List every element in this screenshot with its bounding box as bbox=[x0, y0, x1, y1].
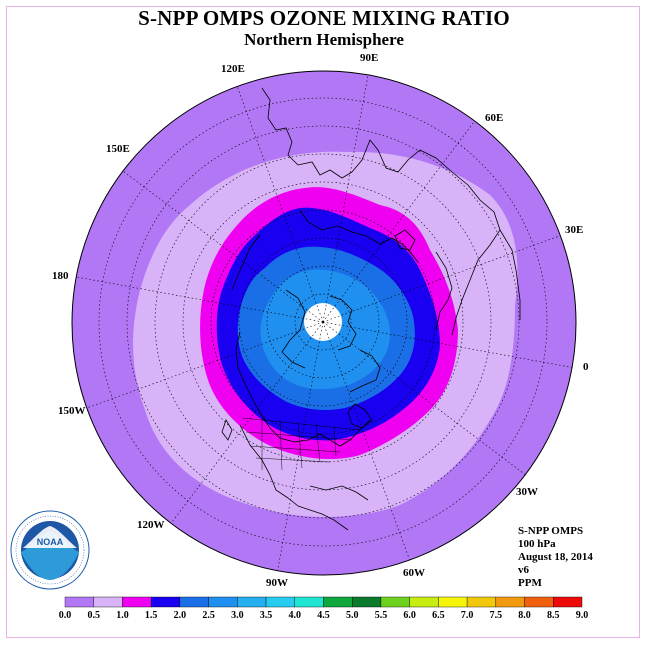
map-subtitle: Northern Hemisphere bbox=[244, 30, 404, 49]
colorbar-tick-label: 5.5 bbox=[375, 610, 388, 621]
lon-label: 60E bbox=[485, 112, 503, 124]
info-date: August 18, 2014 bbox=[518, 551, 593, 563]
colorbar-tick-label: 3.5 bbox=[260, 610, 273, 621]
lon-label: 60W bbox=[403, 567, 425, 579]
lon-label: 90E bbox=[360, 52, 378, 64]
lon-label: 90W bbox=[266, 577, 288, 589]
colorbar-swatch bbox=[495, 596, 525, 608]
colorbar-swatch bbox=[524, 596, 554, 608]
info-version: v6 bbox=[518, 564, 529, 576]
colorbar-tick-label: 8.0 bbox=[518, 610, 531, 621]
info-block: S-NPP OMPS 100 hPa August 18, 2014 v6 PP… bbox=[518, 525, 593, 590]
meridians bbox=[72, 71, 576, 575]
lon-label: 150E bbox=[106, 143, 130, 155]
colorbar-labels: 0.0 0.5 1.0 1.5 2.0 2.5 3.0 3.5 4.0 4.5 5.0 5.5 6.0 6… bbox=[59, 610, 589, 621]
colorbar-swatch bbox=[438, 596, 468, 608]
colorbar-tick-label: 2.0 bbox=[174, 610, 187, 621]
colorbar-swatch bbox=[208, 596, 238, 608]
colorbar-tick-label: 0.5 bbox=[87, 610, 100, 621]
lon-label: 120E bbox=[221, 63, 245, 75]
colorbar-swatch bbox=[93, 596, 123, 608]
colorbar-tick-label: 4.5 bbox=[317, 610, 330, 621]
colorbar-swatch bbox=[179, 596, 209, 608]
colorbar-tick-label: 1.5 bbox=[145, 610, 158, 621]
map-title: S-NPP OMPS OZONE MIXING RATIO bbox=[138, 6, 510, 30]
coastlines bbox=[221, 87, 521, 531]
colorbar bbox=[64, 596, 583, 608]
logo-text: NOAA bbox=[37, 537, 64, 547]
lon-label: 0 bbox=[583, 361, 589, 373]
colorbar-swatch bbox=[150, 596, 181, 608]
colorbar-tick-label: 1.0 bbox=[116, 610, 129, 621]
colorbar-tick-label: 8.5 bbox=[547, 610, 560, 621]
info-level: 100 hPa bbox=[518, 538, 556, 550]
colorbar-swatch bbox=[294, 596, 324, 608]
lon-label: 120W bbox=[137, 519, 165, 531]
latitude-circles bbox=[98, 97, 548, 547]
noaa-logo: NOAA bbox=[10, 510, 90, 590]
info-units: PPM bbox=[518, 577, 542, 589]
colorbar-swatch bbox=[466, 596, 497, 608]
colorbar-swatch bbox=[380, 596, 410, 608]
lon-label: 30W bbox=[516, 486, 538, 498]
lon-label: 30E bbox=[565, 224, 583, 236]
colorbar-swatch bbox=[64, 596, 94, 608]
political-boundaries bbox=[241, 417, 361, 471]
lon-label: 150W bbox=[58, 405, 86, 417]
colorbar-tick-label: 9.0 bbox=[576, 610, 589, 621]
info-instrument: S-NPP OMPS bbox=[518, 525, 584, 537]
colorbar-swatch bbox=[553, 596, 583, 608]
colorbar-tick-label: 5.0 bbox=[346, 610, 359, 621]
colorbar-tick-label: 6.5 bbox=[432, 610, 445, 621]
colorbar-tick-label: 7.0 bbox=[461, 610, 474, 621]
colorbar-swatch bbox=[122, 596, 152, 608]
colorbar-tick-label: 4.0 bbox=[289, 610, 302, 621]
colorbar-swatch bbox=[237, 596, 267, 608]
map-boundary bbox=[71, 70, 577, 576]
colorbar-swatch bbox=[265, 596, 295, 608]
colorbar-swatch bbox=[352, 596, 382, 608]
colorbar-tick-label: 7.5 bbox=[490, 610, 503, 621]
colorbar-tick-label: 2.5 bbox=[202, 610, 215, 621]
lon-label: 180 bbox=[52, 270, 69, 282]
plot-frame bbox=[6, 6, 640, 638]
longitude-labels: 90E 60E 30E 0 30W 60W 90W 120W 150W 180 … bbox=[52, 52, 589, 589]
colorbar-tick-label: 0.0 bbox=[59, 610, 72, 621]
colorbar-swatch bbox=[323, 596, 353, 608]
colorbar-tick-label: 3.0 bbox=[231, 610, 244, 621]
colorbar-tick-label: 6.0 bbox=[403, 610, 416, 621]
colorbar-swatch bbox=[409, 596, 439, 608]
